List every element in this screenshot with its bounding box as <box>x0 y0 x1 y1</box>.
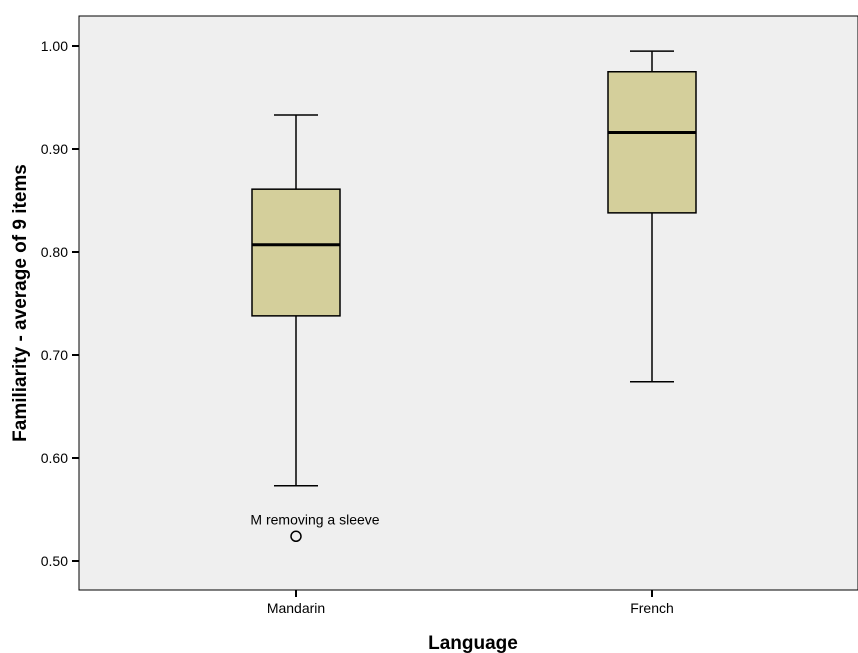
outlier-label: M removing a sleeve <box>250 511 379 527</box>
x-axis: Mandarin French <box>267 590 674 616</box>
x-axis-title: Language <box>428 633 518 653</box>
box-mandarin: M removing a sleeve <box>250 114 380 543</box>
iqr-box <box>607 71 697 214</box>
y-tick-label: 0.70 <box>41 347 68 363</box>
y-tick-label: 1.00 <box>41 38 68 54</box>
y-tick-label: 0.90 <box>41 141 68 157</box>
y-tick-label: 0.50 <box>41 553 68 569</box>
plot-area <box>78 15 858 591</box>
box-french <box>607 50 697 383</box>
y-axis: 0.50 0.60 0.70 0.80 0.90 1.00 <box>41 38 79 569</box>
y-tick-label: 0.60 <box>41 450 68 466</box>
boxes: M removing a sleeve <box>250 50 697 543</box>
x-tick-label: French <box>630 600 674 616</box>
y-axis-title: Familiarity - average of 9 items <box>10 164 31 442</box>
iqr-box <box>251 188 341 317</box>
x-tick-label: Mandarin <box>267 600 325 616</box>
y-tick-label: 0.80 <box>41 244 68 260</box>
outlier-point <box>290 530 302 543</box>
